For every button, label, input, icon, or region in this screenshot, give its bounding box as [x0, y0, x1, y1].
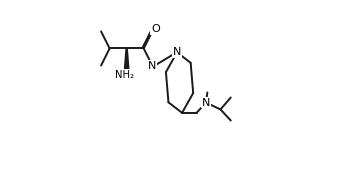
Text: N: N [173, 47, 181, 57]
Text: N: N [148, 61, 156, 71]
Text: NH₂: NH₂ [115, 70, 135, 80]
Text: N: N [202, 98, 210, 108]
Polygon shape [125, 49, 129, 70]
Text: O: O [151, 24, 160, 34]
